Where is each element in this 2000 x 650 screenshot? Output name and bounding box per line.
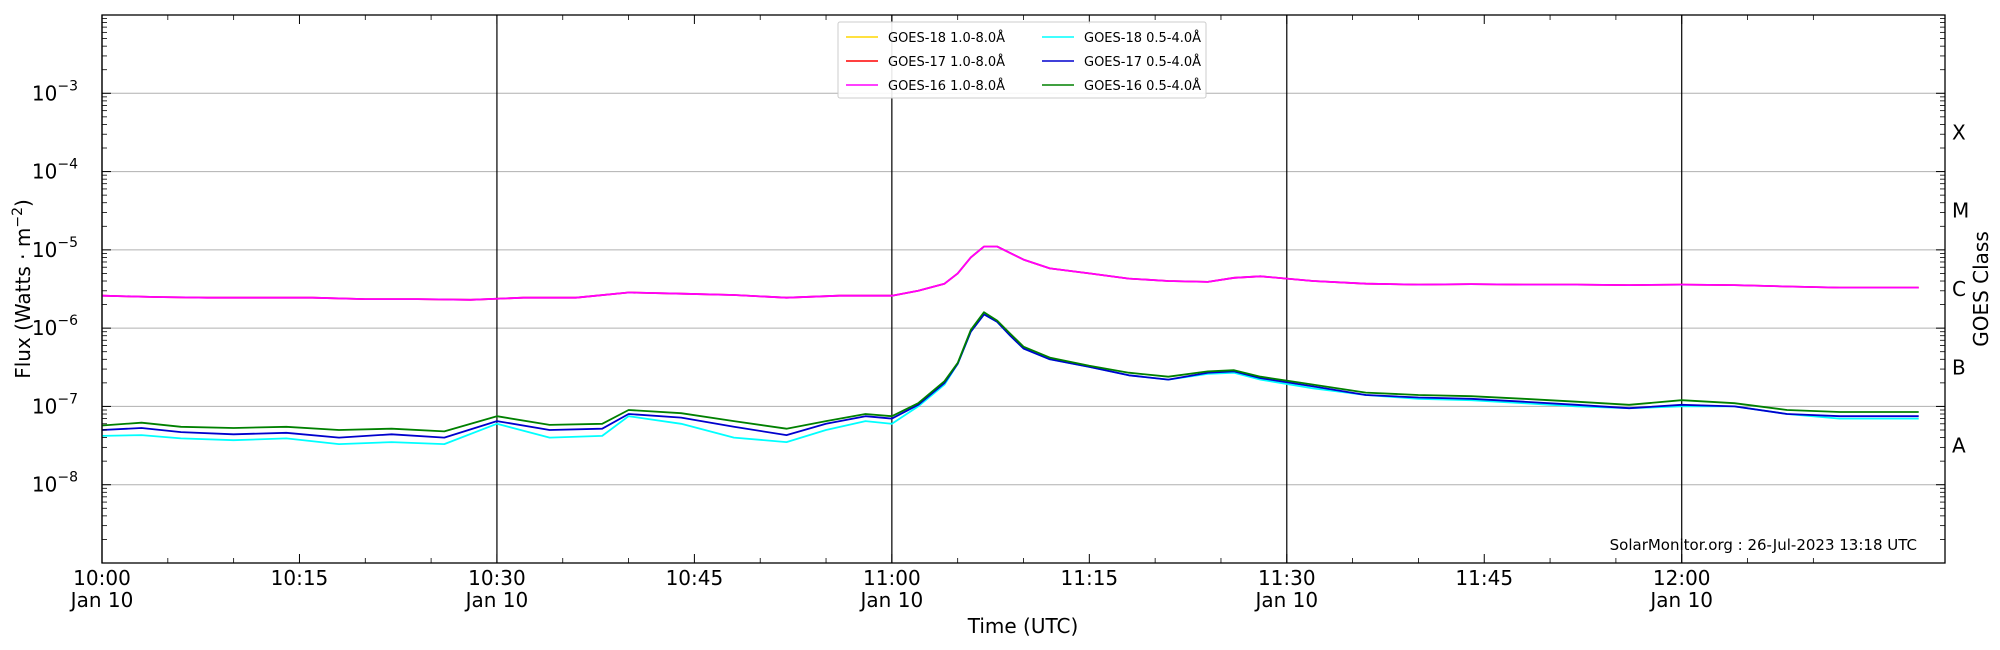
grid-layer [102, 92, 1945, 486]
legend: GOES-18 1.0-8.0Å GOES-17 1.0-8.0Å GOES-16 … [837, 21, 1207, 99]
y-tick-label: 10−6 [32, 313, 78, 340]
legend-label: GOES-16 1.0-8.0Å [888, 78, 1005, 94]
series-line-goes-16-0-5-4-0 [101, 311, 1919, 433]
goes-class-b: B [1952, 355, 1966, 379]
x-tick-label: 11:45 [1455, 566, 1513, 590]
goes-class-x: X [1952, 120, 1966, 144]
legend-label: GOES-18 0.5-4.0Å [1084, 30, 1201, 46]
x-tick-date-label: Jan 10 [69, 588, 134, 612]
goes-class-axis-label: GOES Class [1969, 231, 1993, 347]
series-line-goes-17-0-5-4-0 [101, 313, 1919, 439]
credit-text: SolarMonitor.org : 26-Jul-2023 13:18 UTC [1610, 536, 1917, 554]
goes-class-a: A [1952, 434, 1966, 458]
x-tick-label: 10:30 [468, 566, 526, 590]
legend-label: GOES-17 1.0-8.0Å [888, 54, 1005, 70]
x-axis-label: Time (UTC) [967, 614, 1079, 638]
x-tick-date-label: Jan 10 [1648, 588, 1713, 612]
goes-class-labels: A B C M X [1952, 120, 1969, 457]
y-tick-label: 10−4 [32, 157, 78, 184]
x-tick-label: 11:15 [1061, 566, 1119, 590]
x-tick-date-label: Jan 10 [1253, 588, 1318, 612]
x-tick-label: 11:30 [1258, 566, 1316, 590]
y-tick-label: 10−7 [32, 391, 78, 418]
legend-label: GOES-18 1.0-8.0Å [888, 30, 1005, 46]
goes-class-c: C [1952, 277, 1966, 301]
x-tick-label: 12:00 [1653, 566, 1711, 590]
x-tick-label: 10:45 [666, 566, 724, 590]
legend-box [837, 21, 1207, 99]
goes-class-m: M [1952, 199, 1969, 223]
x-tick-date-label: Jan 10 [859, 588, 924, 612]
series-line-goes-16-1-0-8-0 [101, 245, 1919, 301]
legend-label: GOES-17 0.5-4.0Å [1084, 54, 1201, 70]
x-tick-date-label: Jan 10 [464, 588, 529, 612]
y-tick-label: 10−5 [32, 235, 78, 262]
y-tick-label: 10−8 [32, 470, 78, 497]
y-tick-label: 10−3 [32, 78, 78, 105]
x-tick-label: 10:15 [271, 566, 329, 590]
x-tick-label: 11:00 [863, 566, 921, 590]
y-axis-ticks: 10−8 10−7 10−6 10−5 10−4 10−3 [32, 18, 1945, 540]
x-tick-label: 10:00 [73, 566, 131, 590]
legend-label: GOES-16 0.5-4.0Å [1084, 78, 1201, 94]
y-axis-label: Flux (Watts · m−2) [10, 199, 35, 379]
series-line-goes-17-1-0-8-0 [101, 245, 1919, 301]
series-layer [101, 245, 1919, 446]
